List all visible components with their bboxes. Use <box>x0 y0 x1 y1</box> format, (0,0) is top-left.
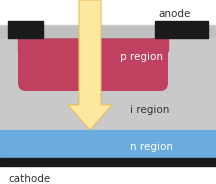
Bar <box>0 25 216 145</box>
Bar <box>0 130 216 160</box>
Text: i region: i region <box>130 105 169 115</box>
Bar <box>18 35 168 51</box>
Text: anode: anode <box>158 9 190 19</box>
Bar <box>0 158 216 166</box>
Text: n region: n region <box>130 142 173 152</box>
Text: p region: p region <box>120 52 163 62</box>
FancyBboxPatch shape <box>18 27 168 91</box>
Bar <box>0 27 216 37</box>
Bar <box>155 21 208 38</box>
Bar <box>8 21 43 38</box>
Polygon shape <box>68 0 112 130</box>
Bar <box>18 28 168 37</box>
Text: cathode: cathode <box>8 174 50 184</box>
